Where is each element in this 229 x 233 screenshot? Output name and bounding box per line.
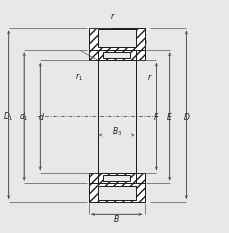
Text: $d$: $d$ [38,111,45,122]
Text: $r_1$: $r_1$ [74,72,82,83]
Bar [135,50,144,60]
Bar [97,50,135,60]
Text: $B_3$: $B_3$ [112,125,122,138]
Text: $r$: $r$ [147,72,152,82]
Bar [88,50,97,60]
Bar [88,183,144,202]
Text: $F$: $F$ [153,111,159,122]
Text: $E$: $E$ [166,111,172,122]
Bar [135,173,144,183]
Bar [97,173,135,183]
Bar [97,185,135,200]
Text: $d_1$: $d_1$ [19,110,29,123]
Bar [103,52,130,58]
Bar [88,173,97,183]
Text: $r$: $r$ [109,11,115,21]
Bar [97,29,135,48]
Bar [88,28,144,50]
Bar [103,175,130,181]
Text: $D_1$: $D_1$ [3,110,14,123]
Text: $D$: $D$ [182,111,189,122]
Text: $B$: $B$ [113,213,120,224]
